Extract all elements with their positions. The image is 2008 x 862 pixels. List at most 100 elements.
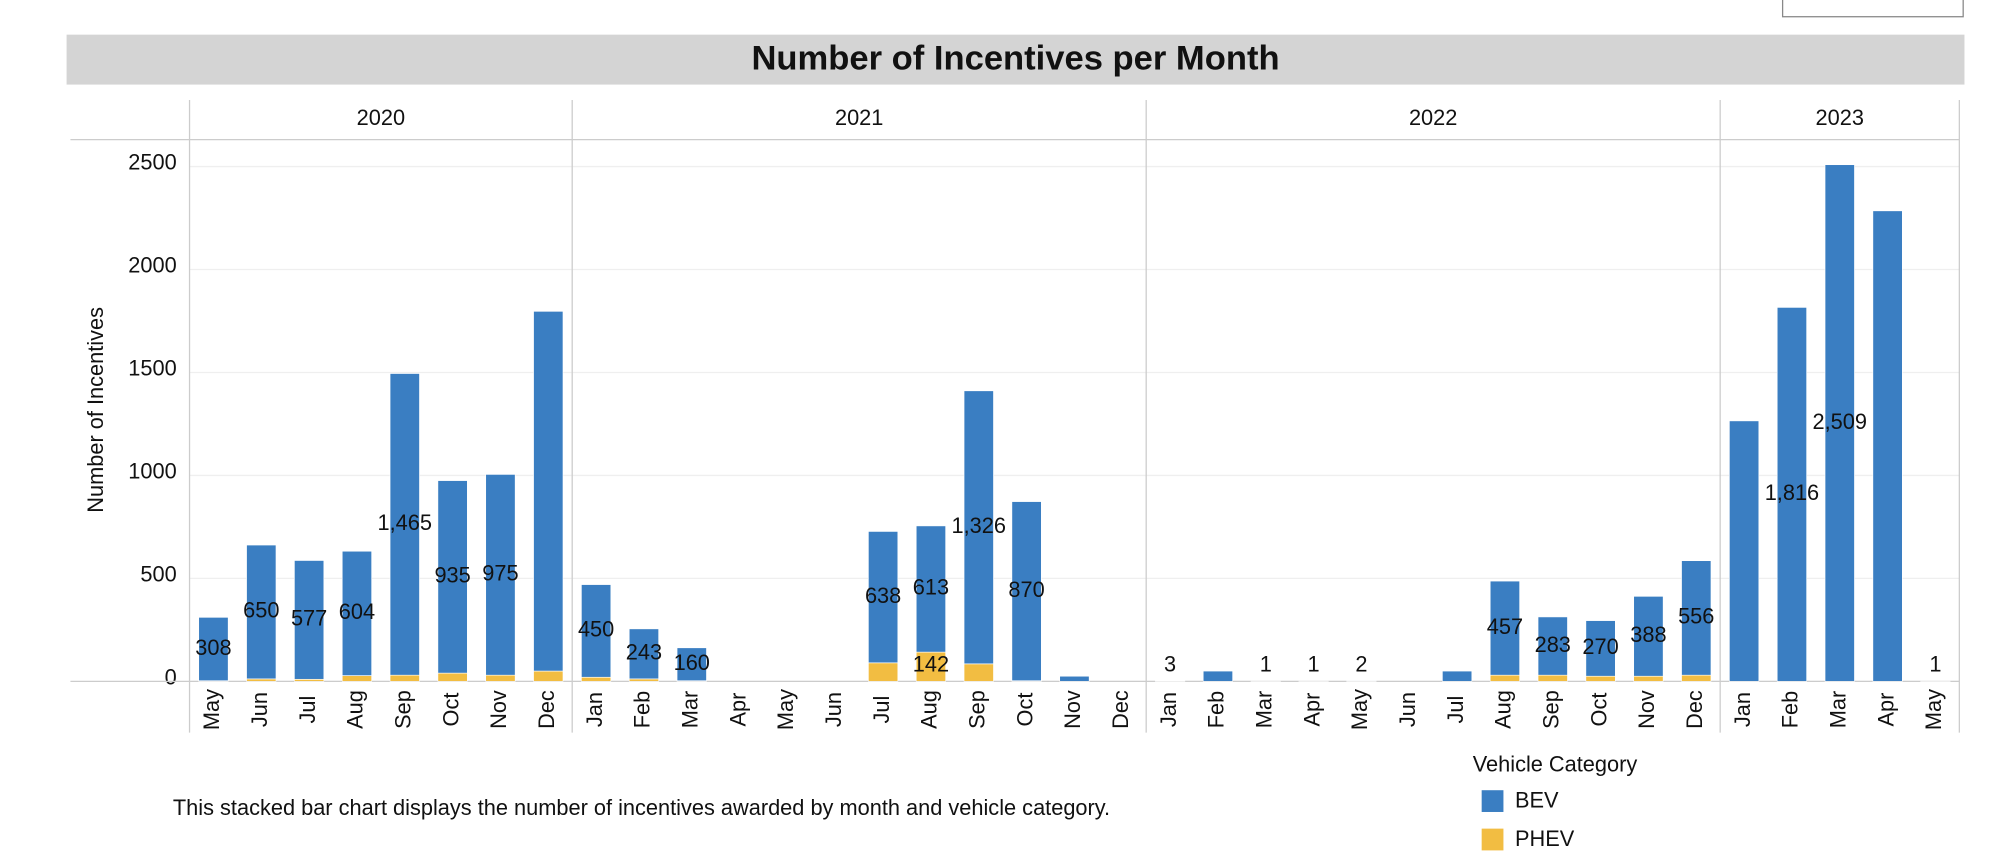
bar-segment <box>1729 420 1760 682</box>
x-tick-label: May <box>1921 689 1946 730</box>
bar-segment <box>1489 580 1520 676</box>
x-tick-label: Jun <box>1395 692 1420 727</box>
x-tick-label: Jan <box>582 692 607 727</box>
data-label: 604 <box>339 599 375 624</box>
bar-segment <box>628 678 659 682</box>
x-tick-label: Oct <box>1586 693 1611 727</box>
x-tick-label: Sep <box>391 690 416 729</box>
x-tick-label: Oct <box>1012 693 1037 727</box>
bar-segment <box>1442 670 1473 682</box>
x-tick-label: Aug <box>917 690 942 729</box>
bar-segment <box>1011 501 1042 682</box>
x-tick-label: Apr <box>725 693 750 727</box>
x-tick-label: Jan <box>1730 692 1755 727</box>
bar-segment <box>963 663 994 682</box>
data-label: 450 <box>578 617 614 642</box>
data-label: 160 <box>674 650 710 675</box>
bar-segment <box>1872 210 1903 682</box>
x-tick-label: Nov <box>486 690 511 729</box>
x-tick-label: Sep <box>1539 690 1564 729</box>
y-tick-label: 1000 <box>128 459 176 484</box>
x-tick-label: Oct <box>438 693 463 727</box>
data-label: 935 <box>434 563 470 588</box>
x-tick-label: Jun <box>247 692 272 727</box>
chart-title: Number of Incentives per Month <box>751 39 1279 77</box>
bar-segment <box>389 674 420 682</box>
x-tick-label: Dec <box>1682 690 1707 729</box>
x-tick-label: Nov <box>1060 690 1085 729</box>
legend-title: Vehicle Category <box>1473 752 1638 777</box>
data-label: 243 <box>626 640 662 665</box>
x-tick-label: Mar <box>678 691 703 728</box>
data-label: 270 <box>1582 634 1618 659</box>
y-tick-label: 2500 <box>128 150 176 175</box>
x-tick-label: Jul <box>1443 696 1468 724</box>
x-tick-label: Jan <box>1156 692 1181 727</box>
bar-segment <box>581 584 612 678</box>
x-tick-label: Aug <box>1491 690 1516 729</box>
data-label: 1,326 <box>952 513 1006 538</box>
x-tick-label: Apr <box>1873 693 1898 727</box>
legend-swatch <box>1481 828 1504 851</box>
bar-segment <box>1489 674 1520 682</box>
bar-segment <box>341 550 372 676</box>
data-label: 556 <box>1678 604 1714 629</box>
data-label: 1,465 <box>378 510 432 535</box>
bar-segment <box>581 676 612 682</box>
x-tick-label: Jul <box>869 696 894 724</box>
data-label: 3 <box>1164 652 1176 677</box>
bar-segment <box>1633 675 1664 682</box>
y-tick-label: 2000 <box>128 253 176 278</box>
data-label: 1,816 <box>1765 480 1819 505</box>
x-tick-label: Dec <box>534 690 559 729</box>
group-label: 2022 <box>1409 105 1457 130</box>
x-tick-label: May <box>199 689 224 730</box>
bar-segment <box>246 544 277 680</box>
x-tick-label: Aug <box>343 690 368 729</box>
x-tick-label: Jun <box>821 692 846 727</box>
data-label: 1 <box>1260 652 1272 677</box>
bar-segment <box>915 525 946 653</box>
data-label: 457 <box>1487 614 1523 639</box>
y-tick-label: 0 <box>165 665 177 690</box>
y-axis-label: Number of Incentives <box>83 307 108 513</box>
bar-segment <box>1681 560 1712 676</box>
x-tick-label: Apr <box>1299 693 1324 727</box>
bar-segment <box>1585 620 1616 677</box>
y-tick-label: 1500 <box>128 356 176 381</box>
x-tick-label: Feb <box>630 691 655 729</box>
bar-segment <box>533 310 564 672</box>
x-tick-label: May <box>1347 689 1372 730</box>
bar-segment <box>963 390 994 665</box>
bar-segment <box>1059 675 1090 682</box>
bar-segment <box>628 628 659 680</box>
data-label: 142 <box>913 652 949 677</box>
bar-segment <box>1585 675 1616 682</box>
legend-swatch <box>1481 790 1504 812</box>
x-tick-label: Sep <box>965 690 990 729</box>
data-label: 577 <box>291 606 327 631</box>
x-tick-label: Nov <box>1634 690 1659 729</box>
bar-segment <box>1681 674 1712 682</box>
data-label: 1 <box>1308 652 1320 677</box>
x-tick-label: May <box>773 689 798 730</box>
bar-segment <box>1824 164 1855 682</box>
bar-segment <box>676 647 707 682</box>
y-tick-label: 500 <box>140 562 176 587</box>
bar-segment <box>533 670 564 682</box>
bar-segment <box>437 480 468 674</box>
x-tick-label: Mar <box>1252 691 1277 728</box>
legend-label: PHEV <box>1515 826 1575 851</box>
bar-segment <box>1633 595 1664 677</box>
bar-segment <box>868 531 899 664</box>
bar-segment <box>198 616 229 682</box>
title-bar <box>66 34 1965 85</box>
data-label: 283 <box>1535 632 1571 657</box>
menu-button[interactable] <box>1781 0 1964 18</box>
data-label: 650 <box>243 598 279 623</box>
group-label: 2023 <box>1816 105 1864 130</box>
bar-segment <box>1202 670 1233 682</box>
x-tick-label: Feb <box>1204 691 1229 729</box>
